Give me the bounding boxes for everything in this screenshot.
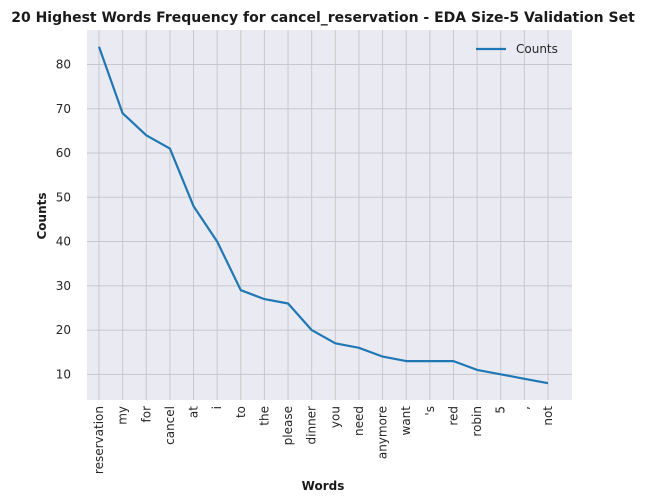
y-tick-label: 30 [56, 279, 71, 293]
x-tick-label: at [187, 406, 201, 418]
x-tick-label: reservation [92, 406, 106, 474]
x-tick-label: my [116, 406, 130, 425]
series-line-counts [97, 46, 549, 385]
x-tick-label: dinner [305, 406, 319, 445]
x-tick-label: 5 [494, 406, 508, 414]
x-tick-label: need [352, 406, 366, 436]
x-tick-label: for [139, 406, 153, 423]
x-tick-label: red [446, 406, 460, 426]
x-tick-label: cancel [163, 406, 177, 445]
y-tick-labels: 10 20 30 40 50 60 70 80 [56, 58, 71, 382]
y-tick-label: 20 [56, 323, 71, 337]
legend-label-counts: Counts [516, 42, 558, 56]
x-tick-label: i [210, 406, 224, 409]
plot-area [87, 30, 572, 400]
x-tick-label: 's [423, 406, 437, 416]
x-tick-label: anymore [376, 406, 390, 459]
legend: Counts [476, 42, 558, 56]
chart-title: 20 Highest Words Frequency for cancel_re… [11, 10, 635, 26]
x-tick-label: , [517, 406, 531, 410]
x-axis-label: Words [302, 479, 345, 493]
y-tick-label: 60 [56, 146, 71, 160]
x-tick-label: not [541, 406, 555, 426]
y-gridlines [87, 64, 572, 375]
x-tick-label: you [328, 406, 342, 428]
x-tick-label: robin [470, 406, 484, 437]
x-tick-label: the [257, 406, 271, 426]
x-tick-label: to [234, 406, 248, 418]
x-tick-labels: reservation my for cancel at i to the please dinn… [92, 406, 555, 474]
y-tick-label: 70 [56, 102, 71, 116]
x-tick-label: want [399, 406, 413, 436]
x-tick-label: please [281, 406, 295, 445]
y-tick-label: 10 [56, 367, 71, 381]
y-axis-label: Counts [35, 192, 49, 239]
x-gridlines [98, 30, 549, 400]
y-tick-label: 40 [56, 235, 71, 249]
y-tick-label: 80 [56, 58, 71, 72]
y-tick-label: 50 [56, 190, 71, 204]
